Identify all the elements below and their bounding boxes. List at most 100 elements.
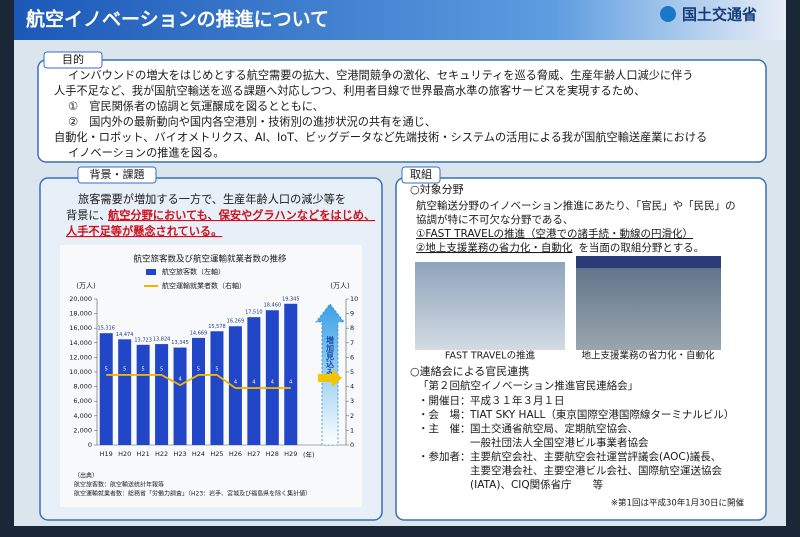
x-tick-label: H27 xyxy=(247,450,260,458)
row-value: 主要空港会社、主要空港ビル会社、国際航空運送協会 xyxy=(470,464,722,477)
bar-value-label: 13,723 xyxy=(134,337,152,343)
logo: 国土交通省 xyxy=(682,6,757,24)
line xyxy=(106,374,291,389)
y2-tick-label: 10 xyxy=(350,295,358,303)
line-value-label: 5 xyxy=(142,366,145,372)
line-value-label: 5 xyxy=(123,366,126,372)
section-heading: ○対象分野 xyxy=(410,182,464,196)
source: 航空運輸就業者数：総務省「労働力調査」（H23：岩手、宮城及び福島県を除く集計値… xyxy=(74,490,311,498)
y2-tick-label: 3 xyxy=(350,397,354,405)
row-value: (IATA)、CIQ関係省庁 等 xyxy=(470,478,604,491)
bar-value-label: 15,316 xyxy=(97,326,115,332)
row-value: TIAT SKY HALL（東京国際空港国際線ターミナルビル） xyxy=(469,408,734,421)
y2-tick-label: 4 xyxy=(350,383,354,391)
bar xyxy=(136,344,150,445)
bar xyxy=(265,310,279,445)
bar xyxy=(118,339,132,445)
x-tick-label: H19 xyxy=(100,450,113,458)
bar xyxy=(155,344,169,445)
y-tick-label: 18,000 xyxy=(69,310,92,318)
x-tick-label: H22 xyxy=(155,450,168,458)
line-value-label: 4 xyxy=(252,380,255,386)
purpose-line: 自動化・ロボット、バイオメトリクス、AI、IoT、ビッグデータなど先端技術・シス… xyxy=(54,130,707,144)
purpose-tab xyxy=(43,51,103,69)
field-line: 協調が特に不可欠な分野である、 xyxy=(416,213,573,226)
bar-value-label: 14,669 xyxy=(190,330,208,336)
y-tick-label: 20,000 xyxy=(69,295,92,303)
photo xyxy=(576,256,721,350)
photo-header xyxy=(576,256,721,268)
line-value-label: 5 xyxy=(197,366,200,372)
line-value-label: 4 xyxy=(234,380,237,386)
background-tab xyxy=(77,166,157,184)
bar-value-label: 16,269 xyxy=(227,319,245,325)
background-line: 旅客需要が増加する一方で、生産年齢人口の減少等を xyxy=(78,192,346,206)
bar-value-label: 13,345 xyxy=(171,340,189,346)
y-tick-label: 14,000 xyxy=(69,339,92,347)
line-value-label: 4 xyxy=(271,380,274,386)
y2-tick-label: 7 xyxy=(350,339,354,347)
x-tick-label: H24 xyxy=(192,450,205,458)
legend-label: 航空運輸就業者数（右軸） xyxy=(162,281,246,290)
y-tick-label: 10,000 xyxy=(69,368,92,376)
background-highlight: 航空分野においても、保安やグラハンなどをはじめ、 xyxy=(108,208,375,222)
bar-value-label: 13,824 xyxy=(153,337,171,343)
bar-value-label: 14,474 xyxy=(116,332,134,338)
bar xyxy=(284,303,298,445)
legend-label: 航空旅客数（左軸） xyxy=(162,267,225,276)
line-value-label: 4 xyxy=(178,377,181,383)
logo-mark xyxy=(660,6,676,22)
line-value-label: 4 xyxy=(289,380,292,386)
bar xyxy=(247,317,261,445)
x-tick-label: H20 xyxy=(118,450,131,458)
y-tick-label: 4,000 xyxy=(73,412,92,420)
y2-tick-label: 2 xyxy=(350,412,354,420)
x-unit: (年) xyxy=(303,450,315,459)
x-tick-label: H26 xyxy=(229,450,242,458)
purpose-line: ② 国内外の最新動向や国内各空港別・技術別の進捗状況の共有を通じ、 xyxy=(68,115,436,129)
purpose-line: イノベーションの推進を図る。 xyxy=(68,146,224,160)
bar xyxy=(192,337,205,445)
row-label: ・開催日： xyxy=(418,394,471,407)
row-label: ・参加者： xyxy=(418,450,471,463)
y2-tick-label: 6 xyxy=(350,353,354,361)
photo-caption: 地上支援業務の省力化・自動化 xyxy=(581,350,715,362)
bar xyxy=(210,331,224,445)
purpose-heading: 目的 xyxy=(62,52,84,66)
purpose-line: インバウンドの増大をはじめとする航空需要の拡大、空港間競争の激化、セキュリティを… xyxy=(68,68,694,82)
bar-value-label: 18,460 xyxy=(264,303,282,309)
background-heading: 背景・課題 xyxy=(90,167,145,181)
y-tick-label: 2,000 xyxy=(73,426,92,434)
y-unit: (万人) xyxy=(76,282,96,290)
purpose-box xyxy=(37,59,767,163)
background-line: 背景に、 xyxy=(66,208,110,222)
row-label: ・会 場： xyxy=(418,408,471,421)
title: 航空イノベーションの推進について xyxy=(26,8,329,31)
x-tick-label: H28 xyxy=(266,450,279,458)
field-item: ②地上支援業務の省力化・自動化 xyxy=(416,241,573,254)
photo-caption: FAST TRAVELの推進 xyxy=(445,350,536,362)
chart-title: 航空旅客数及び航空運輸就業者数の推移 xyxy=(133,254,287,265)
bar-value-label: 15,578 xyxy=(208,324,226,330)
photo xyxy=(415,262,565,350)
bar xyxy=(99,333,113,445)
initiatives-tab xyxy=(401,166,441,184)
x-tick-label: H21 xyxy=(137,450,150,458)
y2-unit: (万人) xyxy=(330,282,350,290)
y-tick-label: 12,000 xyxy=(69,353,92,361)
field-line: 航空輸送分野のイノベーション推進にあたり、「官民」や「民民」の xyxy=(416,199,736,212)
y-tick-label: 0 xyxy=(88,441,92,449)
y-tick-label: 8,000 xyxy=(73,383,92,391)
row-value: 国土交通省航空局、定期航空協会、 xyxy=(470,422,638,435)
row-value: 主要航空会社、主要航空会社運営評議会(AOC)議長、 xyxy=(470,450,721,463)
field-item-rest: を当面の取組分野とする。 xyxy=(578,241,704,254)
y2-tick-label: 1 xyxy=(350,426,354,434)
field-item: ①FAST TRAVELの推進（空港での諸手続・動線の円滑化） xyxy=(416,227,693,240)
note: ※第1回は平成30年1月30日に開催 xyxy=(611,498,745,509)
x-tick-label: H23 xyxy=(173,450,186,458)
purpose-line: 人手不足など、我が国航空輸送を巡る課題へ対応しつつ、利用者目線で世界最高水準の旅… xyxy=(54,84,645,98)
line-value-label: 5 xyxy=(160,366,163,372)
y2-tick-label: 5 xyxy=(350,368,354,376)
purpose-line: ① 官民関係者の協調と気運醸成を図るとともに、 xyxy=(68,99,324,113)
